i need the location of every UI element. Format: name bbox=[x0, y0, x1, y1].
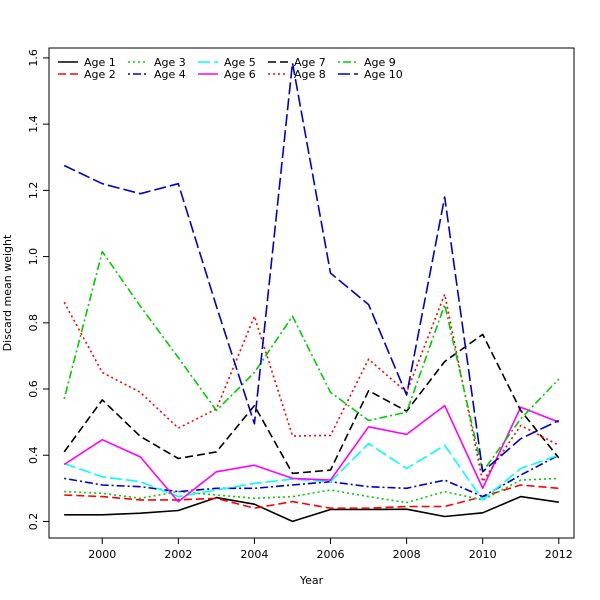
y-axis: 0.2 0.4 0.6 0.8 1.0 1.2 1.4 1.6 bbox=[27, 49, 49, 530]
x-tick-label: 2006 bbox=[317, 548, 345, 561]
legend-label-age-3: Age 3 bbox=[154, 56, 186, 69]
x-axis: 2000 2002 2004 2006 2008 2010 2012 bbox=[88, 538, 573, 561]
y-tick-label: 0.4 bbox=[27, 446, 40, 464]
y-tick-label: 1.4 bbox=[27, 115, 40, 133]
series-line-age-4 bbox=[64, 454, 560, 498]
legend-label-age-2: Age 2 bbox=[84, 68, 116, 81]
y-axis-title: Discard mean weight bbox=[1, 234, 14, 351]
y-tick-label: 0.8 bbox=[27, 314, 40, 332]
series-line-age-1 bbox=[64, 495, 559, 523]
plot-frame bbox=[48, 47, 575, 539]
x-axis-title: Year bbox=[299, 574, 324, 587]
x-tick-label: 2008 bbox=[393, 548, 421, 561]
y-tick-label: 0.6 bbox=[27, 380, 40, 398]
y-tick-label: 1.2 bbox=[27, 182, 40, 200]
x-tick-label: 2004 bbox=[240, 548, 268, 561]
series-layer bbox=[63, 62, 560, 523]
legend-label-age-5: Age 5 bbox=[224, 56, 256, 69]
legend-label-age-6: Age 6 bbox=[224, 68, 256, 81]
series-line-age-6 bbox=[63, 404, 560, 503]
series-line-age-10 bbox=[63, 62, 560, 473]
series-line-age-8 bbox=[63, 293, 560, 483]
legend-label-age-9: Age 9 bbox=[364, 56, 396, 69]
series-line-age-9 bbox=[63, 250, 560, 473]
y-tick-label: 0.2 bbox=[27, 513, 40, 531]
legend-label-age-10: Age 10 bbox=[364, 68, 403, 81]
series-line-age-5 bbox=[63, 442, 560, 501]
legend-label-age-1: Age 1 bbox=[84, 56, 116, 69]
x-tick-label: 2000 bbox=[88, 548, 116, 561]
y-tick-label: 1.6 bbox=[27, 49, 40, 67]
legend-label-age-7: Age 7 bbox=[294, 56, 326, 69]
x-tick-label: 2012 bbox=[545, 548, 573, 561]
legend-label-age-4: Age 4 bbox=[154, 68, 186, 81]
series-line-age-7 bbox=[63, 333, 560, 475]
x-tick-label: 2002 bbox=[164, 548, 192, 561]
legend-label-age-8: Age 8 bbox=[294, 68, 326, 81]
y-tick-label: 1.0 bbox=[27, 248, 40, 266]
series-line-age-2 bbox=[64, 484, 559, 510]
x-tick-label: 2010 bbox=[469, 548, 497, 561]
